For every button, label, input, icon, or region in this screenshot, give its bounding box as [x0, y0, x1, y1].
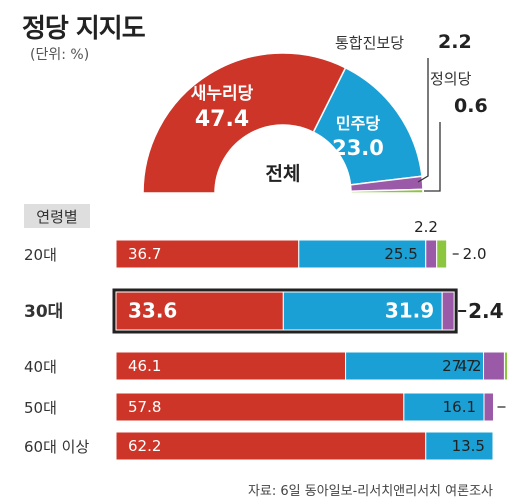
chart-title: 정당 지지도	[22, 14, 146, 44]
bar-3-3	[483, 351, 505, 381]
leader-line-tonghap	[417, 58, 429, 183]
group-label: 연령별	[36, 208, 77, 226]
bar-label-4-2: 16.1	[443, 398, 476, 416]
donut-label-saenuri-value: 47.4	[195, 107, 249, 132]
donut-slice-1	[142, 52, 347, 194]
highlight-frame	[112, 288, 458, 334]
donut-slice-2	[312, 66, 423, 186]
bar-1-2	[298, 239, 427, 269]
donut-label-tonghap-name: 통합진보당	[335, 34, 404, 52]
bar-5-2	[425, 431, 494, 461]
bar-1-3	[425, 239, 438, 269]
category-label-1: 20대	[24, 246, 57, 264]
category-label-4: 50대	[24, 399, 57, 417]
bar-2-1	[115, 291, 284, 331]
group-label-bg	[24, 204, 90, 228]
bar-label-5-1: 62.2	[128, 437, 161, 455]
bar-4-3	[483, 392, 494, 422]
donut-slice-4	[350, 188, 424, 194]
donut-label-jeongui-value: 0.6	[454, 95, 488, 117]
bar-label-3-1: 46.1	[128, 357, 161, 375]
bar-label-5-2: 13.5	[452, 437, 485, 455]
bar-3-2	[345, 351, 485, 381]
bar-1-4	[436, 239, 448, 269]
bar-label-4-1: 57.8	[128, 398, 161, 416]
category-label-2: 30대	[24, 302, 63, 322]
bar-5-1	[115, 431, 427, 461]
bar-label-1-2: 25.5	[384, 245, 417, 263]
category-label-5: 60대 이상	[24, 438, 89, 456]
donut-label-jeongui-name: 정의당	[430, 70, 472, 88]
donut-label-tonghap-value: 2.2	[438, 31, 472, 53]
source-note: 자료: 6일 동아일보-리서치앤리서치 여론조사	[247, 484, 493, 499]
bar-label-2-1: 33.6	[128, 299, 177, 323]
bar-label-3-2: 27.7	[442, 357, 475, 375]
bar-label-2-3-outside: 2.4	[468, 299, 503, 323]
bar-3-1	[115, 351, 347, 381]
donut-label-minju-name: 민주당	[336, 114, 380, 133]
bar-label-1-1: 36.7	[128, 245, 161, 263]
unit-label: (단위: %)	[30, 47, 90, 63]
donut-label-saenuri-name: 새누리당	[191, 84, 254, 104]
bar-3-4	[503, 351, 507, 381]
bar-label-2-2: 31.9	[385, 299, 434, 323]
bar-4-1	[115, 392, 405, 422]
leader-line-jeongui	[424, 122, 441, 192]
bar-label-1-4: 2.0	[463, 245, 487, 263]
bar-2-2	[282, 291, 443, 331]
bar-2-3	[441, 291, 455, 331]
donut-center-label: 전체	[266, 163, 301, 185]
category-label-3: 40대	[24, 358, 57, 376]
donut-label-minju-value: 23.0	[332, 136, 384, 160]
bar-label-1-3: 2.2	[414, 218, 438, 236]
bar-label-3-3: 4.2	[458, 357, 482, 375]
